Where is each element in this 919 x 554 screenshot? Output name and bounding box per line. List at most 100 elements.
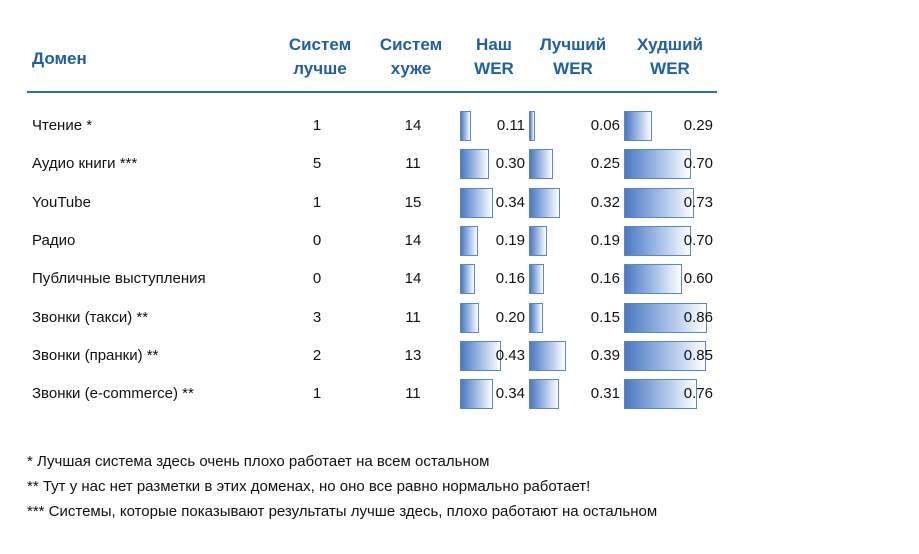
cell-domain: Звонки (такси) ** [32,308,149,326]
data-bar-our-wer [460,379,493,410]
value-our-wer: 0.20 [495,308,525,326]
header-worse-line-1: хуже [390,59,432,78]
header-worse: Систем хуже [370,33,452,81]
data-bar-worst-wer [624,187,695,218]
value-best-wer: 0.31 [590,385,620,403]
cell-domain: Звонки (пранки) ** [32,346,159,364]
table-row: Публичные выступления 0 14 0.16 0.16 0.60 [0,260,919,298]
value-worst-wer: 0.29 [683,117,713,134]
header-better-line-0: Систем [288,35,352,54]
header-best_wer-line-1: WER [553,59,593,78]
cell-systems-worse: 14 [404,231,422,249]
value-worst-wer: 0.73 [683,193,713,211]
value-worst-wer: 0.86 [683,308,713,326]
footnote-3: *** Системы, которые показывают результа… [27,503,658,520]
value-best-wer: 0.32 [590,193,620,211]
header-our_wer-line-0: Наш [476,35,512,54]
header-worst_wer-line-1: WER [650,59,690,78]
data-bar-best-wer [529,379,559,410]
value-best-wer: 0.06 [590,117,620,134]
cell-systems-worse: 14 [404,270,422,288]
cell-domain: Публичные выступления [32,270,206,288]
cell-systems-worse: 11 [405,385,421,403]
header-worse-line-0: Систем [379,35,443,54]
cell-domain: Чтение * [32,117,93,134]
value-our-wer: 0.16 [495,270,525,288]
cell-systems-better: 1 [312,385,322,403]
data-bar-best-wer [529,111,535,141]
data-bar-best-wer [529,340,567,371]
value-worst-wer: 0.70 [683,231,713,249]
cell-systems-better: 1 [312,193,322,211]
value-best-wer: 0.39 [590,346,620,364]
data-bar-our-wer [460,111,471,141]
value-our-wer: 0.11 [496,117,525,134]
cell-systems-worse: 13 [404,346,422,364]
cell-domain: YouTube [32,193,91,211]
header-our_wer: Наш WER [458,33,530,81]
header-domain-line-0: Домен [32,49,87,68]
cell-domain: Аудио книги *** [32,155,138,173]
value-our-wer: 0.34 [495,385,525,403]
cell-systems-worse: 14 [404,117,422,134]
data-bar-worst-wer [624,225,692,256]
header-best_wer-line-0: Лучший [539,35,607,54]
value-best-wer: 0.16 [590,270,620,288]
cell-systems-better: 2 [312,346,322,364]
data-bar-our-wer [460,340,502,371]
data-bar-best-wer [529,264,545,295]
data-bar-our-wer [460,149,489,180]
cell-domain: Звонки (e-commerce) ** [32,385,194,403]
data-bar-best-wer [529,225,548,256]
header-worst_wer-line-0: Худший [636,35,703,54]
cell-systems-better: 3 [312,308,322,326]
cell-systems-better: 0 [312,270,322,288]
cell-domain: Радио [32,231,76,249]
data-bar-worst-wer [624,340,706,371]
data-bar-worst-wer [624,379,697,410]
value-worst-wer: 0.60 [683,270,713,288]
cell-systems-better: 1 [312,117,322,134]
data-bar-worst-wer [624,264,682,295]
footnote-2: ** Тут у нас нет разметки в этих доменах… [27,478,591,495]
value-our-wer: 0.43 [495,346,525,364]
table-row: Чтение * 1 14 0.11 0.06 0.29 [0,107,919,145]
data-bar-best-wer [529,187,560,218]
data-bar-worst-wer [624,302,707,333]
table-row: Звонки (e-commerce) ** 1 11 0.34 0.31 0.76 [0,375,919,413]
header-domain: Домен [32,47,152,71]
header-best_wer: Лучший WER [528,33,618,81]
cell-systems-worse: 11 [405,155,421,173]
value-best-wer: 0.15 [590,308,620,326]
value-worst-wer: 0.76 [683,385,713,403]
value-worst-wer: 0.85 [683,346,713,364]
footnote-1: * Лучшая система здесь очень плохо работ… [27,453,490,470]
data-bar-our-wer [460,264,476,295]
header-better-line-1: лучше [293,59,347,78]
value-best-wer: 0.25 [590,155,620,173]
data-bar-best-wer [529,149,553,180]
table-row: Звонки (такси) ** 3 11 0.20 0.15 0.86 [0,299,919,337]
data-bar-our-wer [460,187,493,218]
header-underline [27,91,717,93]
cell-systems-worse: 11 [405,308,421,326]
table-row: Аудио книги *** 5 11 0.30 0.25 0.70 [0,145,919,183]
table-row: Звонки (пранки) ** 2 13 0.43 0.39 0.85 [0,337,919,375]
value-worst-wer: 0.70 [683,155,713,173]
table-row: YouTube 1 15 0.34 0.32 0.73 [0,184,919,222]
table-row: Радио 0 14 0.19 0.19 0.70 [0,222,919,260]
header-worst_wer: Худший WER [622,33,718,81]
value-our-wer: 0.34 [495,193,525,211]
data-bar-worst-wer [624,149,692,180]
cell-systems-better: 5 [312,155,322,173]
cell-systems-worse: 15 [404,193,422,211]
value-best-wer: 0.19 [590,231,620,249]
data-bar-our-wer [460,225,479,256]
value-our-wer: 0.19 [495,231,525,249]
header-our_wer-line-1: WER [474,59,514,78]
data-bar-best-wer [529,302,544,333]
data-bar-our-wer [460,302,480,333]
value-our-wer: 0.30 [495,155,525,173]
cell-systems-better: 0 [312,231,322,249]
data-bar-worst-wer [624,111,652,141]
